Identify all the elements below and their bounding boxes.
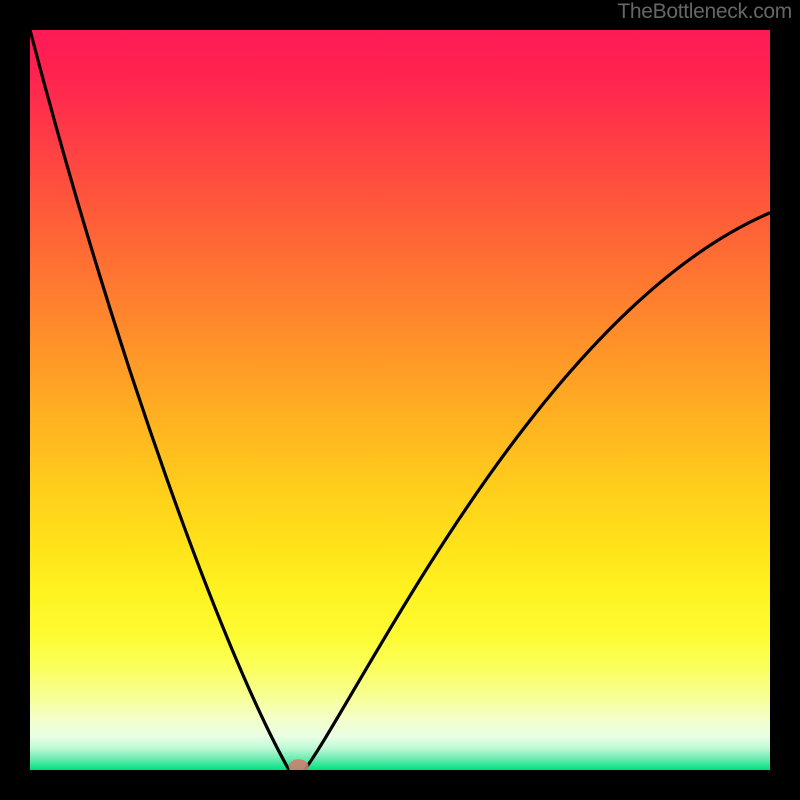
chart-container: TheBottleneck.com <box>0 0 800 800</box>
attribution-text: TheBottleneck.com <box>617 0 792 24</box>
bottleneck-chart <box>0 0 800 800</box>
